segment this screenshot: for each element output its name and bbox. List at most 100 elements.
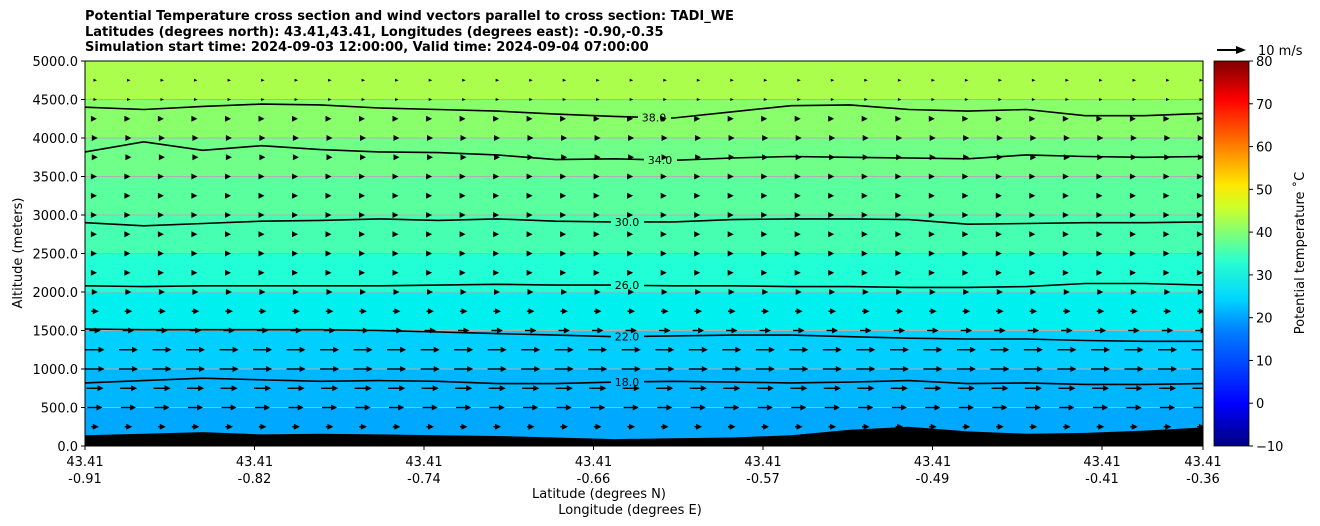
wind-arrow-head	[360, 135, 366, 141]
wind-arrow-head	[963, 135, 970, 141]
wind-arrow-head	[258, 231, 265, 238]
wind-arrow-head	[964, 423, 971, 430]
wind-arrow-head	[561, 135, 568, 141]
wind-arrow-head	[158, 154, 165, 161]
wind-arrow-head	[794, 250, 801, 257]
wind-arrow-head	[735, 366, 742, 372]
colorbar-tick-label: 70	[1256, 98, 1273, 113]
wind-arrow-head	[495, 78, 500, 82]
color-band	[85, 292, 1203, 331]
wind-arrow-head	[493, 173, 500, 180]
wind-arrow-head	[995, 212, 1002, 218]
wind-arrow-head	[157, 231, 164, 238]
isentrope-line	[643, 379, 1203, 386]
wind-arrow-head	[1096, 231, 1103, 238]
wind-arrow-head	[660, 250, 667, 257]
colorbar-tick-label: 60	[1256, 141, 1273, 156]
wind-arrow-head	[628, 289, 635, 295]
wind-arrow-head	[794, 269, 801, 276]
wind-arrow-head	[1196, 212, 1203, 218]
wind-arrow-head	[862, 289, 869, 295]
wind-arrow-head	[232, 346, 239, 353]
wind-arrow-head	[962, 250, 969, 257]
wind-arrow-head	[493, 115, 500, 122]
wind-arrow-head	[392, 173, 399, 180]
wind-arrow-head	[928, 212, 935, 218]
wind-arrow-head	[132, 346, 138, 353]
color-band	[85, 99, 1203, 139]
wind-arrow-head	[1200, 327, 1203, 334]
wind-arrow-head	[264, 404, 271, 411]
y-tick-label: 3000.0	[33, 209, 79, 224]
wind-arrow-head	[661, 154, 668, 161]
wind-arrow-head	[392, 250, 399, 257]
wind-arrow-head	[802, 366, 809, 372]
wind-arrow-head	[90, 269, 97, 276]
wind-arrow-head	[191, 212, 198, 218]
wind-arrow-head	[1196, 115, 1203, 122]
wind-arrow-head	[595, 423, 602, 430]
x-tick-label-lon: -0.66	[577, 472, 611, 487]
wind-arrow-head	[560, 231, 567, 238]
wind-arrow-head	[698, 327, 704, 334]
wind-arrow-head	[199, 346, 205, 353]
wind-arrow-head	[762, 289, 769, 295]
wind-arrow-head	[1130, 289, 1137, 295]
wind-arrow-head	[995, 231, 1002, 238]
wind-arrow-head	[861, 192, 868, 199]
wind-arrow-head	[763, 423, 770, 430]
wind-arrow-head	[627, 269, 634, 276]
wind-arrow-head	[627, 192, 634, 199]
wind-arrow-head	[90, 192, 97, 199]
wind-arrow-head	[1131, 423, 1138, 430]
wind-arrow-head	[1096, 250, 1103, 257]
wind-arrow-head	[495, 423, 501, 430]
wind-arrow-head	[426, 115, 433, 122]
wind-arrow-head	[529, 98, 533, 101]
wind-arrow-head	[1198, 308, 1203, 315]
wind-arrow-head	[794, 192, 801, 199]
wind-arrow-head	[1030, 289, 1037, 295]
wind-arrow-head	[495, 98, 500, 101]
wind-arrow-head	[895, 173, 902, 180]
wind-arrow-head	[1096, 269, 1103, 276]
wind-arrow-head	[1163, 192, 1170, 199]
wind-arrow-head	[562, 423, 568, 430]
wind-arrow-head	[1036, 346, 1043, 353]
wind-arrow-head	[493, 192, 500, 199]
wind-arrow-head	[863, 423, 870, 430]
wind-arrow-head	[459, 173, 466, 180]
wind-arrow-head	[1104, 346, 1110, 353]
wind-arrow-head	[1062, 212, 1069, 218]
wind-arrow-head	[392, 231, 399, 238]
wind-arrow-head	[869, 346, 876, 353]
isentrope-label: 34.0	[648, 154, 673, 167]
wind-arrow-head	[93, 98, 97, 101]
wind-arrow-head	[261, 98, 265, 101]
wind-arrow-head	[157, 173, 164, 180]
wind-arrow-head	[124, 269, 131, 276]
wind-arrow-head	[292, 231, 298, 238]
wind-arrow-head	[660, 212, 667, 218]
wind-arrow-head	[595, 308, 602, 315]
wind-arrow-head	[225, 289, 232, 295]
y-tick-label: 2000.0	[33, 286, 79, 301]
wind-arrow-head	[902, 346, 909, 353]
wind-arrow-head	[462, 78, 466, 82]
wind-arrow-head	[331, 404, 338, 411]
wind-arrow-head	[962, 212, 969, 218]
wind-arrow-head	[93, 78, 97, 82]
wind-arrow-head	[828, 173, 835, 180]
wind-arrow-head	[763, 98, 768, 101]
wind-arrow-head	[1130, 135, 1137, 141]
wind-arrow-head	[897, 308, 904, 315]
wind-arrow-head	[964, 308, 971, 315]
wind-arrow-head	[931, 98, 935, 101]
wind-arrow-head	[660, 231, 667, 238]
wind-arrow-head	[191, 115, 198, 122]
wind-arrow-head	[600, 385, 607, 392]
wind-arrow-head	[562, 308, 568, 315]
wind-arrow-head	[258, 269, 265, 276]
wind-arrow-head	[1196, 192, 1203, 199]
temperature-bands	[85, 61, 1203, 446]
